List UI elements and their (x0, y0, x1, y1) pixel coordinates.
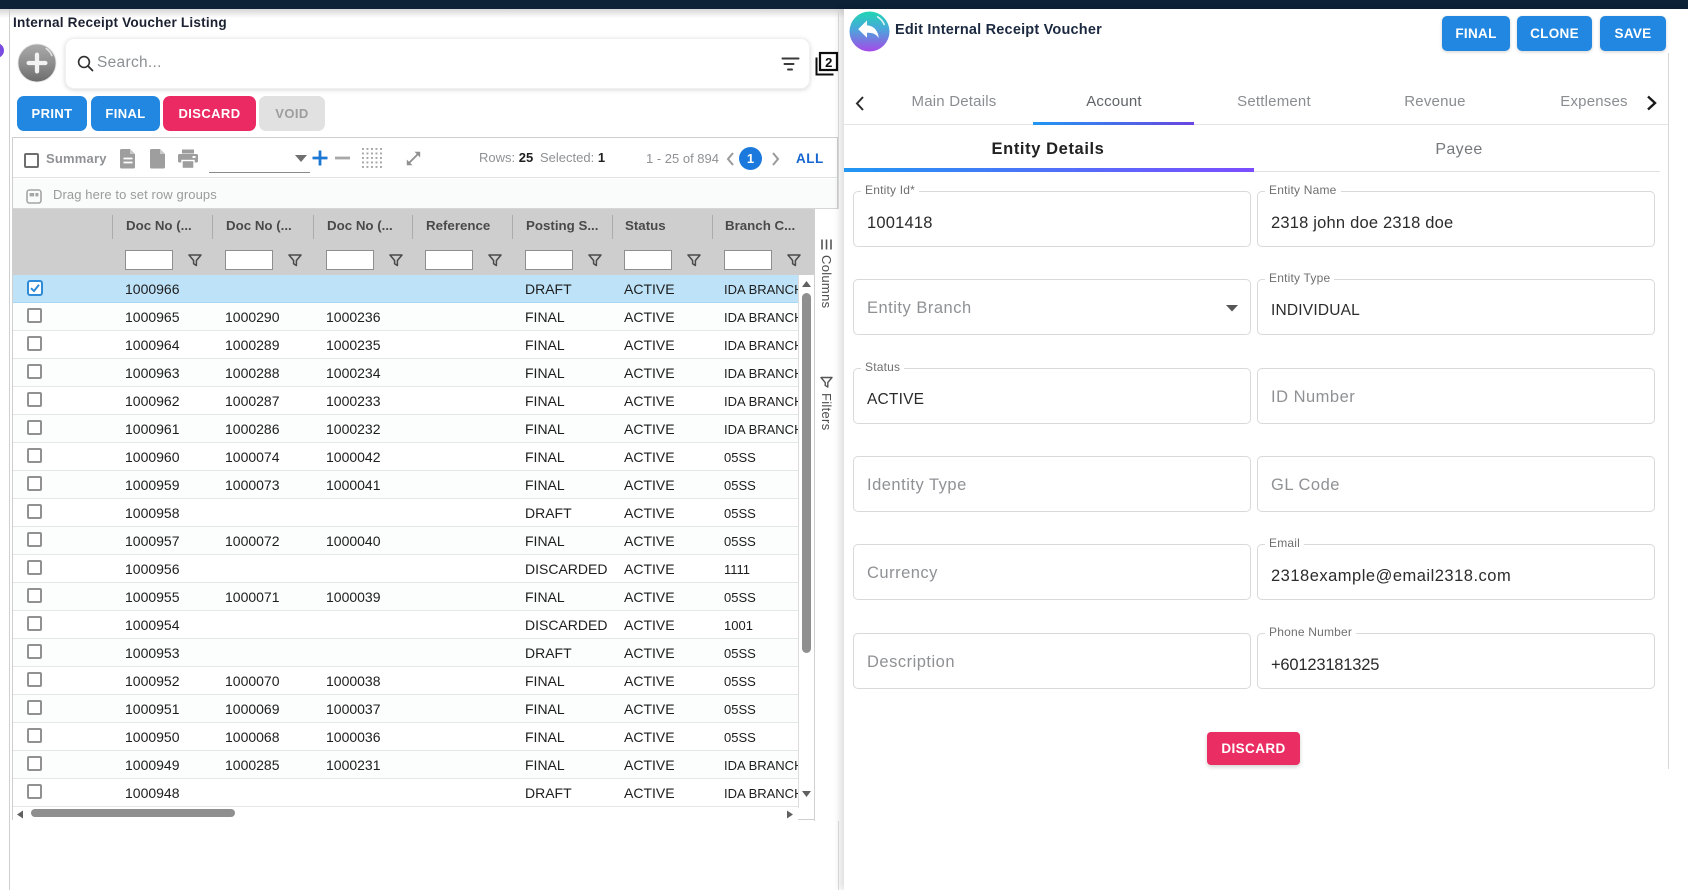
svg-text:2: 2 (825, 55, 832, 70)
